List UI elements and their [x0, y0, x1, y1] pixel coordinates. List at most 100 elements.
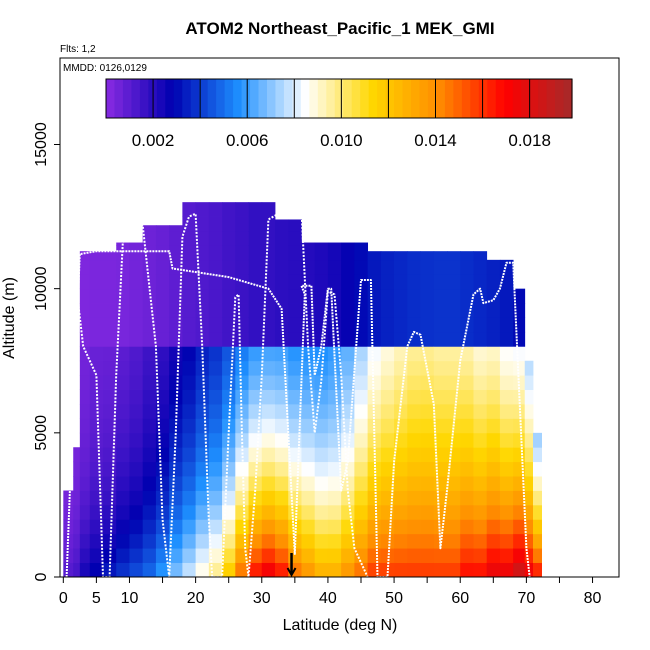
heatmap-cell: [460, 562, 474, 578]
heatmap-cell: [407, 562, 421, 578]
heatmap-cell: [142, 225, 157, 232]
heatmap-cell: [407, 288, 421, 304]
heatmap-cell: [407, 389, 421, 405]
heatmap-cell: [533, 476, 542, 491]
heatmap-cell: [380, 461, 395, 477]
colorbar-swatch: [546, 79, 556, 118]
heatmap-cell: [394, 389, 408, 405]
heatmap-cell: [380, 360, 395, 376]
heatmap-cell: [354, 418, 369, 434]
heatmap-cell: [182, 533, 197, 549]
heatmap-cell: [182, 331, 197, 347]
heatmap-cell: [103, 288, 117, 304]
heatmap-cell: [301, 476, 316, 491]
heatmap-cell: [473, 562, 488, 578]
heatmap-cell: [248, 404, 263, 419]
heatmap-cell: [142, 418, 157, 434]
heatmap-cell: [142, 404, 157, 419]
heatmap-cell: [208, 360, 223, 376]
heatmap-cell: [524, 476, 534, 491]
heatmap-cell: [261, 533, 276, 549]
heatmap-cell: [407, 519, 421, 535]
colorbar-swatch: [258, 79, 268, 118]
colorbar-swatch: [309, 79, 319, 118]
heatmap-cell: [288, 288, 302, 304]
heatmap-cell: [499, 375, 514, 390]
heatmap-cell: [394, 274, 408, 290]
heatmap-cell: [288, 360, 302, 376]
heatmap-cell: [103, 331, 117, 347]
heatmap-cell: [460, 447, 474, 463]
heatmap-cell: [195, 533, 210, 549]
heatmap-cell: [394, 533, 408, 549]
heatmap-cell: [79, 251, 91, 261]
heatmap-cell: [380, 519, 395, 535]
heatmap-cell: [447, 519, 461, 535]
heatmap-cell: [460, 519, 474, 535]
heatmap-cell: [473, 360, 488, 376]
heatmap-cell: [235, 562, 249, 578]
heatmap-cell: [261, 548, 276, 563]
heatmap-cell: [394, 331, 408, 347]
heatmap-cell: [533, 432, 542, 448]
heatmap-cell: [394, 548, 408, 563]
heatmap-cell: [129, 389, 144, 405]
heatmap-cell: [314, 519, 329, 535]
heatmap-cell: [447, 346, 461, 362]
heatmap-cell: [208, 303, 223, 318]
heatmap-cell: [327, 317, 342, 333]
heatmap-cell: [447, 303, 461, 318]
heatmap-cell: [261, 202, 276, 217]
x-axis-tick-label: 40: [319, 590, 337, 607]
heatmap-cell: [460, 288, 474, 304]
heatmap-cell: [79, 375, 91, 390]
heatmap-cell: [208, 404, 223, 419]
heatmap-cell: [407, 375, 421, 390]
colorbar-swatch: [122, 79, 133, 118]
heatmap-cell: [433, 317, 448, 333]
heatmap-cell: [169, 519, 183, 535]
colorbar-swatch: [114, 79, 124, 118]
heatmap-cell: [261, 504, 276, 520]
heatmap-cell: [341, 504, 355, 520]
heatmap-cell: [116, 548, 130, 563]
mmdd-label: MMDD: 0126,0129: [63, 63, 147, 74]
heatmap-cell: [116, 418, 130, 434]
heatmap-cell: [103, 317, 117, 333]
heatmap-cell: [208, 375, 223, 390]
heatmap-cell: [142, 231, 157, 246]
heatmap-cell: [155, 432, 170, 448]
heatmap-cell: [73, 504, 81, 520]
heatmap-cell: [407, 533, 421, 549]
heatmap-cell: [394, 375, 408, 390]
heatmap-cell: [380, 404, 395, 419]
heatmap-cell: [354, 476, 369, 491]
heatmap-cell: [486, 519, 501, 535]
heatmap-cell: [261, 476, 276, 491]
heatmap-cell: [63, 519, 74, 535]
heatmap-cell: [235, 202, 249, 217]
heatmap-cell: [103, 404, 117, 419]
heatmap-cell: [499, 331, 514, 347]
heatmap-cell: [155, 225, 170, 232]
heatmap-cell: [473, 288, 488, 304]
heatmap-cell: [447, 274, 461, 290]
heatmap-cell: [129, 432, 144, 448]
heatmap-cell: [208, 476, 223, 491]
heatmap-cell: [420, 331, 435, 347]
heatmap-cell: [367, 274, 382, 290]
heatmap-cell: [208, 490, 223, 506]
heatmap-cell: [222, 548, 236, 563]
heatmap-cell: [513, 461, 526, 477]
heatmap-cell: [327, 245, 342, 261]
heatmap-cell: [354, 259, 369, 275]
heatmap-cell: [447, 259, 461, 275]
heatmap-cell: [486, 418, 501, 434]
heatmap-cell: [103, 418, 117, 434]
heatmap-cell: [208, 533, 223, 549]
heatmap-cell: [79, 346, 91, 362]
heatmap-cell: [314, 476, 329, 491]
colorbar-swatch: [165, 79, 175, 118]
heatmap-cell: [89, 346, 104, 362]
heatmap-cell: [314, 288, 329, 304]
